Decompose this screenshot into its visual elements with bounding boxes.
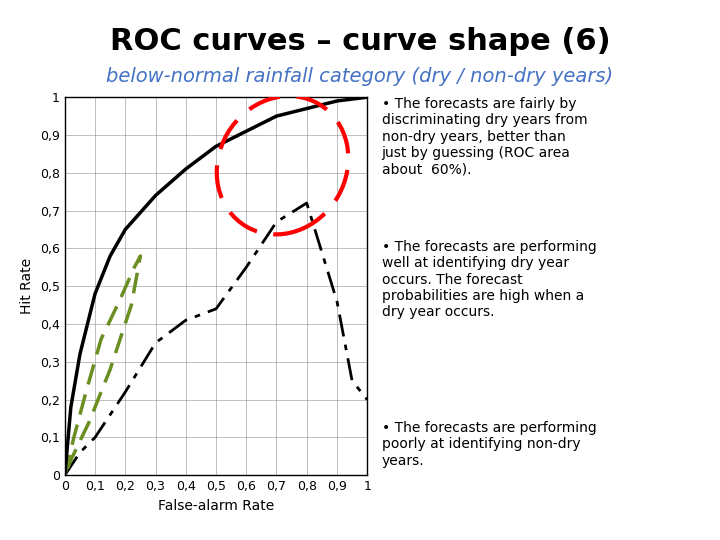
Text: • The forecasts are performing
poorly at identifying non-dry
years.: • The forecasts are performing poorly at… bbox=[382, 421, 596, 468]
Text: below-normal rainfall category (dry / non-dry years): below-normal rainfall category (dry / no… bbox=[107, 68, 613, 86]
Y-axis label: Hit Rate: Hit Rate bbox=[20, 258, 35, 314]
Text: • The forecasts are fairly by
discriminating dry years from
non-dry years, bette: • The forecasts are fairly by discrimina… bbox=[382, 97, 588, 176]
Text: • The forecasts are performing
well at identifying dry year
occurs. The forecast: • The forecasts are performing well at i… bbox=[382, 240, 596, 319]
X-axis label: False-alarm Rate: False-alarm Rate bbox=[158, 498, 274, 512]
Text: ROC curves – curve shape (6): ROC curves – curve shape (6) bbox=[109, 27, 611, 56]
